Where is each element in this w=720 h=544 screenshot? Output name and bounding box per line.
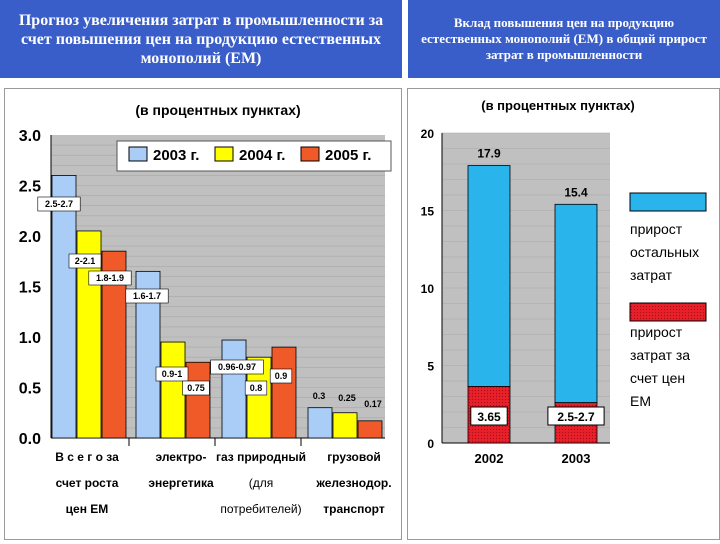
bar [332, 412, 358, 439]
y-tick-label: 0.5 [19, 381, 41, 398]
right-chart-panel: 0 5 10 15 20 (в процентных пунктах) 17.9 3.65 20… [407, 88, 720, 540]
annotation-box [155, 366, 189, 382]
category-label: газ природный [216, 450, 306, 464]
legend-box [116, 140, 392, 172]
category-label: 2003 [562, 451, 591, 466]
bar-segment-other [467, 165, 511, 387]
bar [221, 339, 247, 439]
bar [185, 361, 211, 439]
data-label: 0.96-0.97 [218, 362, 256, 372]
data-label: 2-2.1 [75, 256, 96, 266]
right-chart: 0 5 10 15 20 (в процентных пунктах) 17.9 3.65 20… [421, 98, 707, 466]
annotation-box [210, 359, 264, 375]
data-label: 2.5-2.7 [45, 199, 73, 209]
legend-swatch [214, 146, 234, 162]
annotation-box [125, 288, 169, 304]
legend-label: затрат за [630, 347, 690, 363]
y-tick-label: 10 [421, 282, 435, 296]
annotation-box [269, 368, 293, 384]
y-tick-label: 1.0 [19, 330, 41, 347]
category-label: счет роста [56, 476, 119, 490]
data-label: 1.6-1.7 [133, 291, 161, 301]
legend-label: прирост [630, 324, 683, 340]
legend-label: прирост [630, 221, 683, 237]
annotation-box [68, 253, 102, 269]
y-tick-label: 15 [421, 205, 435, 219]
data-label: 1.8-1.9 [96, 273, 124, 283]
data-label: 0.25 [338, 393, 356, 403]
data-label: 0.9 [275, 371, 288, 381]
annotation-box [470, 406, 508, 426]
legend-swatch [300, 146, 320, 162]
y-tick-label: 0 [427, 437, 434, 451]
data-label: 2.5-2.7 [557, 410, 595, 424]
bar [51, 175, 77, 439]
legend-label: 2003 г. [153, 147, 199, 164]
category-label: электро- [155, 450, 206, 464]
y-tick-label: 5 [427, 360, 434, 374]
legend-label: 2004 г. [239, 147, 285, 164]
bar-segment-other [554, 203, 598, 404]
right-header: Вклад повышения цен на продукцию естеств… [408, 0, 720, 78]
legend-label: остальных [630, 244, 699, 260]
legend-label: затрат [630, 267, 673, 283]
legend-label: 2005 г. [325, 147, 371, 164]
chart-title: (в процентных пунктах) [135, 102, 300, 118]
data-label: 0.3 [313, 391, 326, 401]
total-label: 17.9 [477, 147, 501, 161]
y-tick-label: 2.0 [19, 229, 41, 246]
category-label: 2002 [475, 451, 504, 466]
bar [271, 346, 297, 439]
category-label: транспорт [323, 502, 385, 516]
category-label: железнодор. [315, 476, 391, 490]
category-label: В с е г о за [55, 450, 119, 464]
legend-swatch [128, 146, 148, 162]
data-label: 0.75 [187, 383, 205, 393]
data-label: 0.8 [250, 383, 263, 393]
y-tick-label: 0.0 [19, 431, 41, 448]
total-label: 15.4 [564, 185, 588, 199]
y-tick-label: 3.0 [19, 128, 41, 145]
chart-title: (в процентных пунктах) [481, 98, 635, 113]
y-tick-label: 20 [421, 127, 435, 141]
data-label: 0.17 [364, 399, 382, 409]
y-tick-label: 2.5 [19, 179, 41, 196]
annotation-box [37, 196, 81, 212]
category-label: потребителей) [220, 502, 301, 516]
legend-swatch [629, 302, 707, 322]
left-chart-panel: 0.0 0.5 1.0 1.5 2.0 2.5 3.0 (в процентных пункт… [4, 88, 402, 540]
annotation-box [547, 406, 605, 426]
left-chart: 0.0 0.5 1.0 1.5 2.0 2.5 3.0 (в процентных пункт… [19, 102, 392, 516]
category-label: грузовой [327, 450, 381, 464]
bar [357, 420, 383, 439]
bar [307, 407, 333, 439]
category-label: энергетика [148, 476, 214, 490]
category-label: (для [249, 476, 274, 490]
legend-label: ЕМ [630, 393, 651, 409]
category-label: цен ЕМ [66, 502, 109, 516]
legend-swatch [629, 192, 707, 212]
annotation-box [88, 270, 132, 286]
left-header: Прогноз увеличения затрат в промышленнос… [0, 0, 402, 78]
annotation-box [244, 380, 268, 396]
data-label: 0.9-1 [162, 369, 183, 379]
y-tick-label: 1.5 [19, 280, 41, 297]
bar [160, 341, 186, 439]
annotation-box [182, 380, 210, 396]
legend-label: счет цен [630, 370, 685, 386]
data-label: 3.65 [477, 410, 501, 424]
